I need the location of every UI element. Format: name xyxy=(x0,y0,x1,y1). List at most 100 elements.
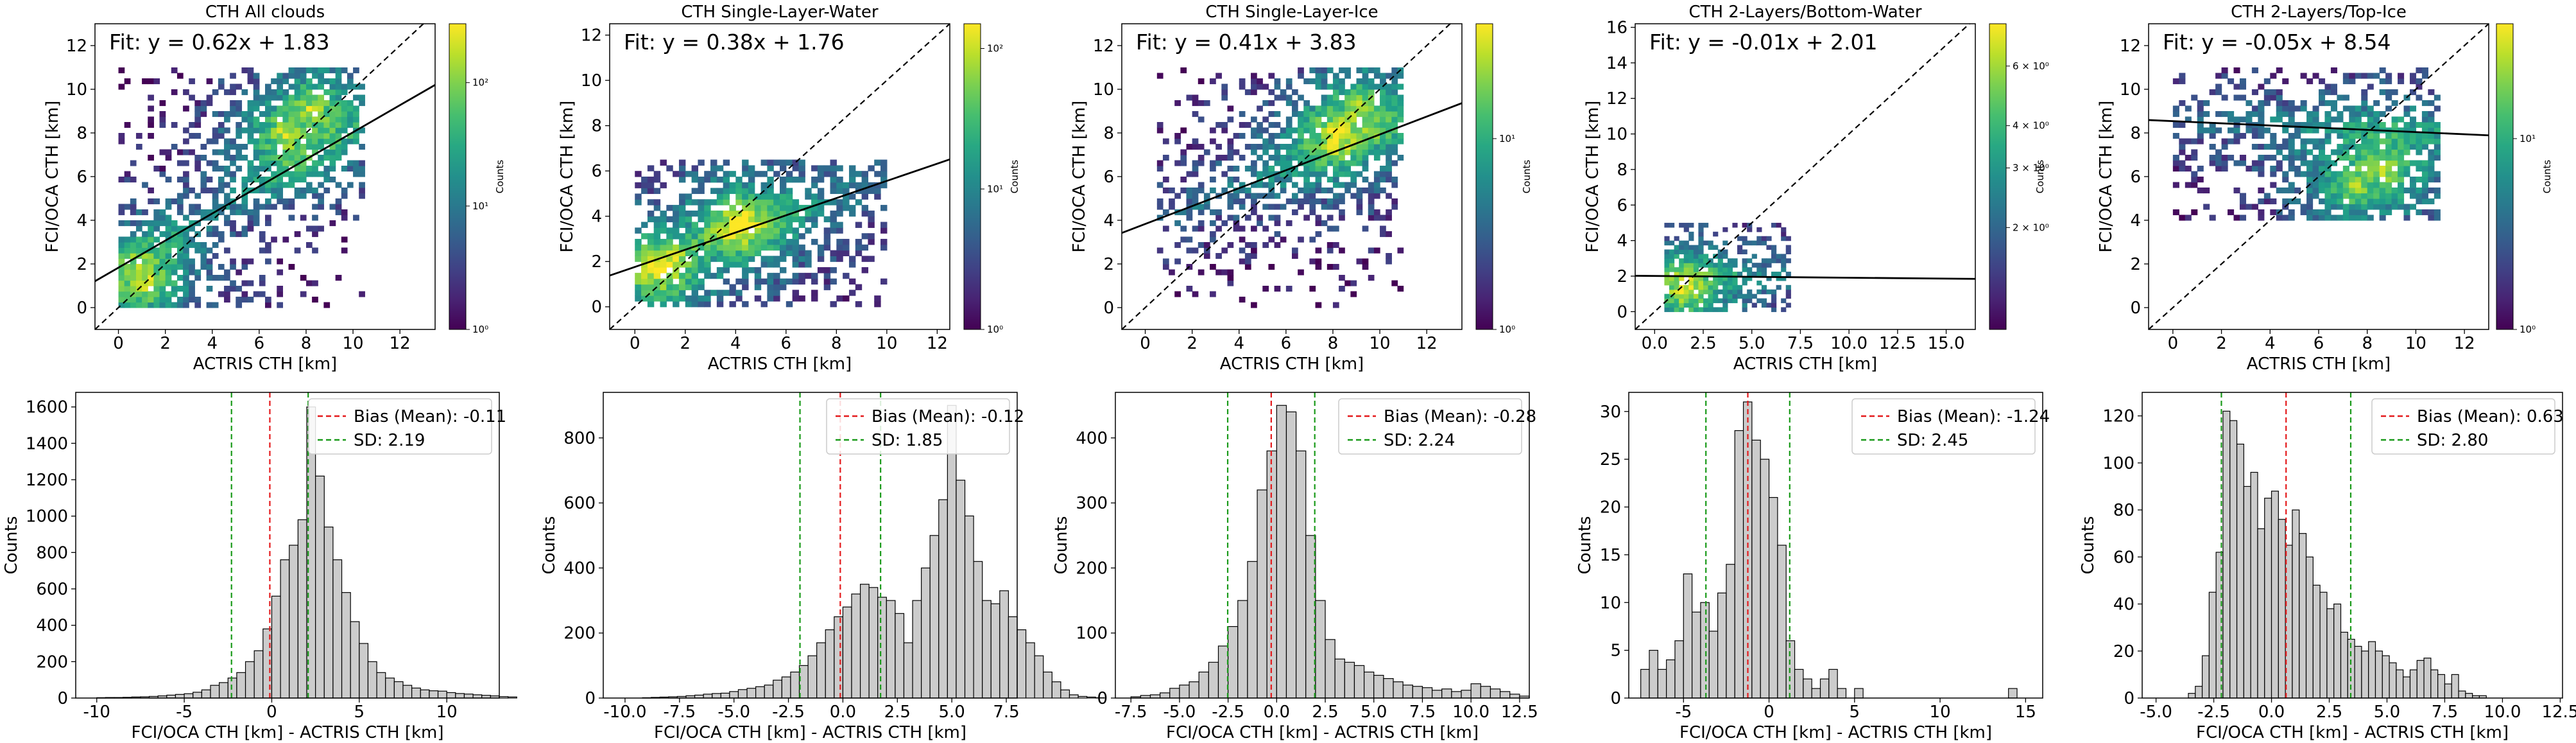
heatmap-cell xyxy=(2185,116,2192,123)
heatmap-cell xyxy=(165,297,172,303)
heatmap-cell xyxy=(1332,73,1339,79)
heatmap-cell xyxy=(698,244,705,251)
x-tick-label: 6 xyxy=(781,334,792,353)
heatmap-cell xyxy=(2355,188,2362,194)
heatmap-cell xyxy=(1688,245,1694,250)
heatmap-cell xyxy=(2288,166,2295,172)
heatmap-cell xyxy=(230,177,236,183)
heatmap-cell xyxy=(2294,127,2301,134)
heatmap-cell xyxy=(1292,209,1298,216)
heatmap-cell xyxy=(666,233,673,240)
heatmap-cell xyxy=(206,269,213,275)
heatmap-cell xyxy=(716,165,724,171)
heatmap-cell xyxy=(710,250,717,257)
heatmap-cell xyxy=(118,269,125,275)
heatmap-cell xyxy=(691,290,699,296)
heatmap-cell xyxy=(1756,263,1762,268)
heatmap-cell xyxy=(1262,286,1269,292)
heatmap-cell xyxy=(1321,105,1328,112)
y-tick-label: 10 xyxy=(1606,125,1627,144)
histogram-bar xyxy=(929,535,940,699)
heatmap-cell xyxy=(742,261,749,268)
heatmap-cell xyxy=(153,275,160,281)
heatmap-cell xyxy=(2306,116,2314,123)
heatmap-cell xyxy=(2330,198,2337,205)
heatmap-cell xyxy=(1280,133,1287,139)
heatmap-cell xyxy=(1215,160,1222,166)
heatmap-cell xyxy=(1674,298,1679,304)
heatmap-cell xyxy=(323,133,331,139)
heatmap-cell xyxy=(253,171,260,177)
heatmap-cell xyxy=(1162,188,1169,194)
heatmap-cell xyxy=(1391,116,1398,123)
heatmap-cell xyxy=(786,199,793,205)
heatmap-cell xyxy=(1239,182,1246,188)
heatmap-cell xyxy=(288,144,295,150)
heatmap-cell xyxy=(1397,116,1404,123)
heatmap-cell xyxy=(218,188,225,194)
heatmap-cell xyxy=(2185,155,2192,161)
heatmap-cell xyxy=(641,284,648,290)
heatmap-cell xyxy=(1274,94,1281,101)
heatmap-cell xyxy=(153,236,160,243)
heatmap-cell xyxy=(2421,111,2428,118)
heatmap-cell xyxy=(124,275,131,281)
heatmap-cell xyxy=(1386,111,1392,118)
heatmap-cell xyxy=(218,127,225,134)
heatmap-cell xyxy=(300,116,307,123)
heatmap-cell xyxy=(1327,83,1334,90)
heatmap-cell xyxy=(868,165,875,171)
heatmap-cell xyxy=(1268,214,1275,221)
heatmap-cell xyxy=(183,275,189,281)
heatmap-cell xyxy=(236,149,243,155)
heatmap-cell xyxy=(2312,105,2319,112)
heatmap-cell xyxy=(2373,155,2380,161)
heatmap-cell xyxy=(2349,116,2356,123)
heatmap-cell xyxy=(723,261,730,268)
heatmap-cell xyxy=(823,278,831,285)
heatmap-cell xyxy=(1174,291,1181,297)
heatmap-cell xyxy=(294,105,301,112)
heatmap-cell xyxy=(710,216,717,223)
heatmap-cell xyxy=(742,267,749,274)
heatmap-cell xyxy=(124,78,131,85)
heatmap-cell xyxy=(153,198,160,205)
heatmap-cell xyxy=(1373,155,1380,161)
fit-equation: Fit: y = 0.41x + 3.83 xyxy=(1136,30,1357,55)
heatmap-cell xyxy=(2319,166,2326,172)
heatmap-cell xyxy=(653,216,661,223)
heatmap-cell xyxy=(1391,182,1398,188)
heatmap-cell xyxy=(1350,193,1357,199)
heatmap-cell xyxy=(1309,138,1316,144)
heatmap-cell xyxy=(230,144,236,150)
histogram-bar xyxy=(886,600,896,699)
heatmap-cell xyxy=(194,269,202,275)
heatmap-cell xyxy=(2324,100,2331,107)
heatmap-cell xyxy=(836,256,843,262)
heatmap-cell xyxy=(165,269,172,275)
heatmap-cell xyxy=(2251,144,2258,150)
heatmap-cell xyxy=(1380,100,1386,107)
heatmap-cell xyxy=(1210,236,1216,243)
heatmap-cell xyxy=(1785,289,1791,295)
y-tick-label: 20 xyxy=(1600,498,1621,518)
heatmap-cell xyxy=(685,301,692,308)
heatmap-cell xyxy=(843,205,850,211)
heatmap-cell xyxy=(2403,133,2410,139)
histogram-bar xyxy=(1819,678,1830,699)
y-tick-label: 400 xyxy=(1076,429,1108,448)
heatmap-cell xyxy=(305,144,313,150)
heatmap-cell xyxy=(271,182,277,188)
heatmap-cell xyxy=(277,166,284,172)
heatmap-cell xyxy=(1321,94,1328,101)
histogram-bar xyxy=(1760,459,1770,699)
heatmap-cell xyxy=(148,275,154,281)
heatmap-cell xyxy=(1781,254,1787,259)
heatmap-cell xyxy=(2300,144,2307,150)
histogram-bar xyxy=(2361,651,2369,699)
heatmap-cell xyxy=(666,284,673,290)
heatmap-cell xyxy=(335,275,342,281)
heatmap-cell xyxy=(335,83,342,90)
plot-frame xyxy=(1628,392,2043,699)
heatmap-cell xyxy=(294,127,301,134)
